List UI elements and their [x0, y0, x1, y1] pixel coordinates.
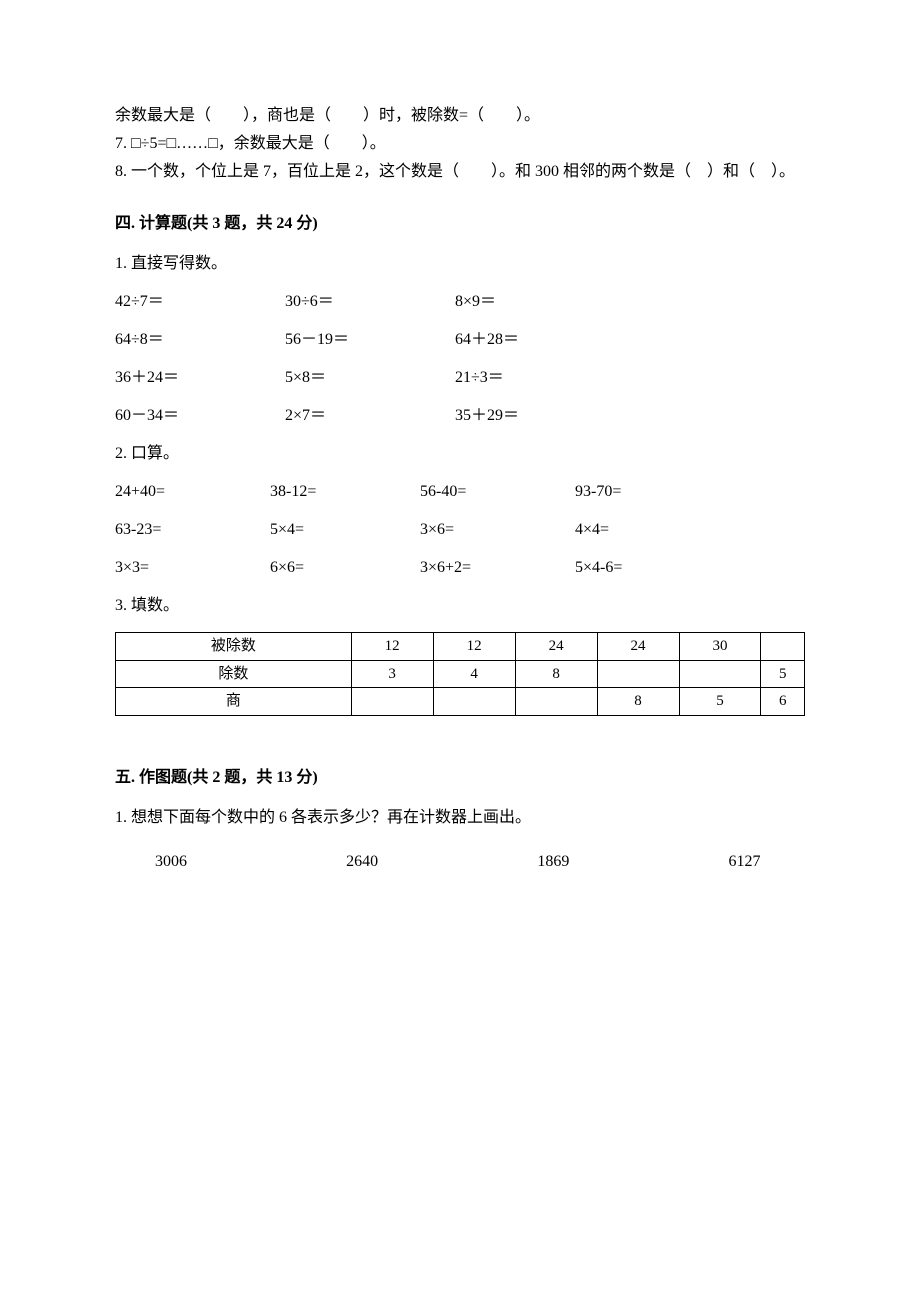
table-cell: [597, 660, 679, 688]
calc-cell: 3×3=: [115, 556, 270, 580]
table-cell: 5: [761, 660, 805, 688]
table-cell: 3: [351, 660, 433, 688]
calc-cell: 3×6+2=: [420, 556, 575, 580]
table-cell: 12: [433, 633, 515, 661]
continuation-line: 余数最大是（ ），商也是（ ）时，被除数=（ ）。: [115, 104, 805, 128]
table-cell: 4: [433, 660, 515, 688]
section-4-title: 四. 计算题(共 3 题，共 24 分): [115, 212, 805, 236]
q4-3-label: 3. 填数。: [115, 594, 805, 618]
table-row: 商 856: [116, 688, 805, 716]
table-cell: 5: [679, 688, 761, 716]
calc-cell: 42÷7＝: [115, 290, 285, 314]
calc-cell: 93-70=: [575, 480, 715, 504]
calc-row: 64÷8＝56－19＝64＋28＝: [115, 328, 805, 352]
calc-cell: 24+40=: [115, 480, 270, 504]
table-row: 被除数1212242430: [116, 633, 805, 661]
table-cell: 6: [761, 688, 805, 716]
table-cell: [679, 660, 761, 688]
calc-cell: 6×6=: [270, 556, 420, 580]
table-cell: 商: [116, 688, 352, 716]
table-cell: 8: [597, 688, 679, 716]
calc-cell: 4×4=: [575, 518, 715, 542]
calc-cell: 64÷8＝: [115, 328, 285, 352]
calc-row: 3×3=6×6=3×6+2=5×4-6=: [115, 556, 805, 580]
table-cell: 12: [351, 633, 433, 661]
calc-cell: 64＋28＝: [455, 328, 625, 352]
calc-row: 42÷7＝30÷6＝8×9＝: [115, 290, 805, 314]
table-cell: 30: [679, 633, 761, 661]
table-cell: [761, 633, 805, 661]
section-5-title: 五. 作图题(共 2 题，共 13 分): [115, 766, 805, 790]
counter-number: 6127: [729, 850, 805, 874]
question-8: 8. 一个数，个位上是 7，百位上是 2，这个数是（ ）。和 300 相邻的两个…: [115, 160, 805, 184]
q4-1-rows: 42÷7＝30÷6＝8×9＝ 64÷8＝56－19＝64＋28＝ 36＋24＝5×8…: [115, 290, 805, 428]
table-cell: [433, 688, 515, 716]
calc-cell: 35＋29＝: [455, 404, 625, 428]
q4-2-label: 2. 口算。: [115, 442, 805, 466]
counter-number: 1869: [537, 850, 728, 874]
table-cell: [351, 688, 433, 716]
counter-number: 3006: [155, 850, 346, 874]
calc-row: 24+40=38-12=56-40=93-70=: [115, 480, 805, 504]
table-cell: [515, 688, 597, 716]
calc-row: 63-23=5×4=3×6=4×4=: [115, 518, 805, 542]
calc-cell: 5×4=: [270, 518, 420, 542]
counter-number: 2640: [346, 850, 537, 874]
q5-1-label: 1. 想想下面每个数中的 6 各表示多少？再在计数器上画出。: [115, 806, 805, 830]
calc-cell: 21÷3＝: [455, 366, 625, 390]
table-cell: 24: [597, 633, 679, 661]
q4-3-table: 被除数1212242430除数3485商856: [115, 632, 805, 716]
calc-cell: 5×4-6=: [575, 556, 715, 580]
calc-cell: 38-12=: [270, 480, 420, 504]
calc-cell: 5×8＝: [285, 366, 455, 390]
q5-numbers-row: 3006264018696127: [155, 850, 805, 874]
calc-cell: 56-40=: [420, 480, 575, 504]
table-cell: 8: [515, 660, 597, 688]
calc-cell: 60－34＝: [115, 404, 285, 428]
table-cell: 除数: [116, 660, 352, 688]
table-cell: 24: [515, 633, 597, 661]
calc-cell: 56－19＝: [285, 328, 455, 352]
calc-row: 36＋24＝5×8＝21÷3＝: [115, 366, 805, 390]
calc-cell: 63-23=: [115, 518, 270, 542]
calc-cell: 8×9＝: [455, 290, 625, 314]
q4-2-rows: 24+40=38-12=56-40=93-70= 63-23=5×4=3×6=4×…: [115, 480, 805, 580]
q4-1-label: 1. 直接写得数。: [115, 252, 805, 276]
table-cell: 被除数: [116, 633, 352, 661]
calc-cell: 3×6=: [420, 518, 575, 542]
calc-row: 60－34＝2×7＝35＋29＝: [115, 404, 805, 428]
question-7: 7. □÷5=□……□，余数最大是（ ）。: [115, 132, 805, 156]
calc-cell: 36＋24＝: [115, 366, 285, 390]
calc-cell: 30÷6＝: [285, 290, 455, 314]
table-row: 除数348 5: [116, 660, 805, 688]
calc-cell: 2×7＝: [285, 404, 455, 428]
